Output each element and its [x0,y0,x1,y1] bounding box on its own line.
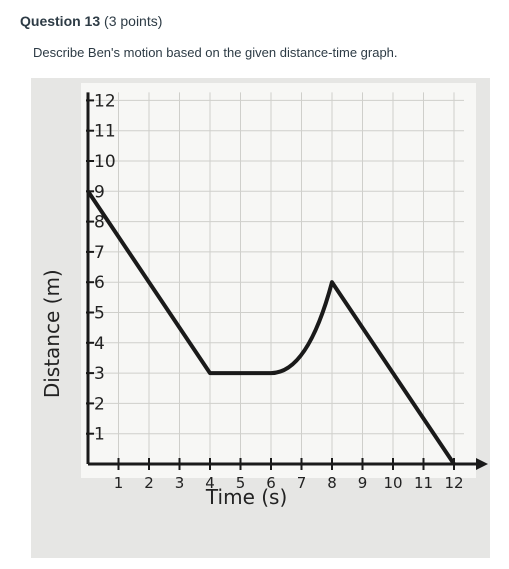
question-prompt: Describe Ben's motion based on the given… [33,45,398,60]
x-tick-label: 1 [114,474,124,492]
x-tick-label: 5 [236,474,246,492]
x-tick-label: 4 [205,474,215,492]
y-tick-label: 8 [94,213,105,233]
y-tick-label: 10 [94,152,116,172]
x-tick-label: 7 [297,474,307,492]
x-tick-label: 6 [266,474,276,492]
x-tick-label: 3 [175,474,185,492]
y-tick-label: 5 [94,304,105,324]
question-header: Question 13 (3 points) [20,13,162,29]
x-tick-label: 2 [144,474,154,492]
y-tick-label: 9 [94,182,105,202]
x-tick-label: 11 [414,474,433,492]
x-axis-label: Time (s) [205,485,287,509]
question-points: (3 points) [104,13,163,29]
question-title: Question 13 [20,13,101,29]
y-tick-label: 6 [94,273,105,293]
x-tick-label: 12 [444,474,463,492]
graph-photo: 1 2 3 4 5 6 7 8 9 10 11 12 1 2 3 4 5 6 7 8 9 10 11 12 Time (s) … [31,78,490,558]
x-axis-arrow [476,458,488,470]
y-tick-label: 7 [94,243,105,263]
x-tick-label: 9 [358,474,368,492]
y-tick-label: 2 [94,394,105,414]
y-tick-label: 12 [94,91,116,111]
y-tick-label: 4 [94,334,105,354]
y-tick-label: 11 [94,122,116,142]
x-tick-label: 10 [383,474,402,492]
x-tick-label: 8 [327,474,337,492]
y-tick-label: 1 [94,425,105,445]
series-line [86,190,456,466]
y-axis-label: Distance (m) [40,269,64,398]
y-tick-label: 3 [94,364,105,384]
